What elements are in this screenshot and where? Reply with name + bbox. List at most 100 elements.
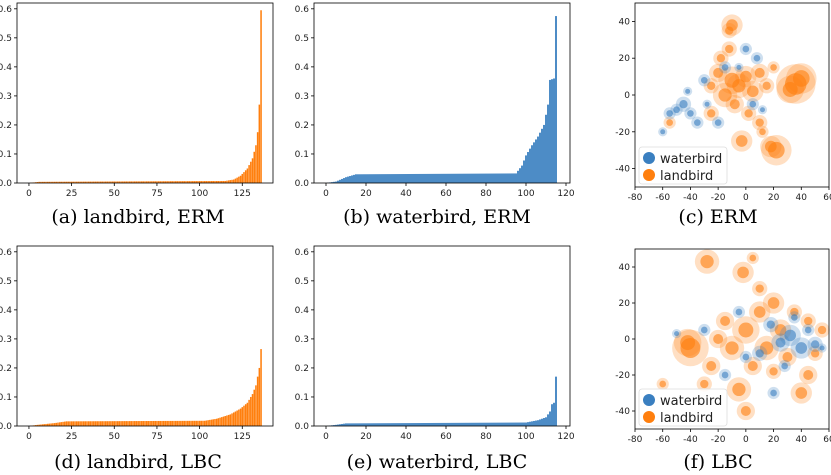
- y-tick-label: 0.4: [0, 63, 12, 73]
- bar: [375, 423, 377, 426]
- bar: [168, 420, 170, 426]
- bar: [222, 180, 225, 183]
- bar: [335, 181, 337, 183]
- axes-frame: [313, 245, 571, 427]
- bar: [463, 422, 465, 426]
- y-tick-label: 0.2: [0, 121, 12, 131]
- bar: [367, 174, 369, 183]
- x-tick-label: 60: [440, 189, 452, 199]
- x-tick-label: 80: [480, 189, 492, 199]
- bar: [227, 414, 230, 426]
- bar: [55, 181, 58, 183]
- bar: [137, 181, 139, 183]
- point: [736, 64, 742, 70]
- bar: [253, 151, 255, 183]
- point: [755, 118, 764, 127]
- bar: [58, 422, 61, 426]
- x-tick-label: -20: [711, 193, 726, 203]
- point: [804, 316, 813, 326]
- bar: [176, 181, 179, 183]
- bar: [487, 173, 489, 183]
- bar: [505, 173, 507, 183]
- bar: [154, 181, 157, 183]
- bar: [503, 173, 505, 183]
- bar: [243, 405, 245, 426]
- bar: [89, 421, 92, 426]
- x-tick-label: 75: [151, 189, 162, 199]
- legend-marker-waterbird: [643, 152, 655, 164]
- bar: [381, 174, 383, 183]
- bar: [429, 173, 431, 183]
- bar: [67, 181, 69, 183]
- bar: [207, 420, 209, 426]
- bar: [169, 420, 172, 426]
- bar: [198, 181, 201, 183]
- bar: [343, 423, 345, 426]
- bar: [180, 181, 182, 183]
- bar: [493, 173, 495, 183]
- bar: [108, 181, 110, 183]
- point: [707, 109, 716, 118]
- bar: [553, 78, 555, 183]
- point: [700, 379, 709, 389]
- bar: [60, 422, 63, 426]
- bar: [219, 180, 221, 183]
- bar: [145, 421, 148, 426]
- point: [810, 349, 820, 358]
- bar: [116, 181, 119, 183]
- caption-c: (c) ERM: [678, 206, 757, 228]
- bar: [132, 421, 134, 426]
- bar: [137, 421, 139, 426]
- bar: [122, 181, 124, 183]
- bar: [258, 104, 261, 183]
- bar: [40, 181, 42, 183]
- bar: [183, 181, 186, 183]
- bar: [521, 422, 523, 426]
- bar: [125, 421, 127, 426]
- bar: [84, 181, 87, 183]
- bar: [244, 404, 247, 426]
- bar: [527, 422, 529, 426]
- x-tick-label: 60: [823, 193, 831, 203]
- y-tick-label: 0.6: [0, 5, 12, 15]
- bar: [397, 174, 399, 183]
- x-tick-label: -80: [628, 193, 643, 203]
- legend-marker-landbird: [643, 169, 655, 181]
- bar: [393, 423, 395, 426]
- bar: [399, 174, 401, 183]
- bar: [437, 422, 439, 426]
- bar: [236, 410, 238, 426]
- bar: [103, 421, 105, 426]
- bar: [485, 173, 487, 183]
- bar: [439, 173, 441, 183]
- bar: [447, 173, 449, 183]
- bar: [373, 423, 375, 426]
- bar: [104, 181, 107, 183]
- bar: [93, 181, 95, 183]
- bar: [203, 181, 206, 183]
- bar: [335, 424, 337, 426]
- bar: [94, 421, 97, 426]
- bar: [553, 402, 555, 426]
- bar: [457, 173, 459, 183]
- bar: [337, 180, 339, 183]
- bar: [471, 422, 473, 426]
- y-tick-label: 0.1: [295, 150, 309, 160]
- bar: [173, 181, 175, 183]
- bar: [52, 181, 54, 183]
- point: [694, 119, 701, 126]
- bar: [181, 420, 184, 426]
- bar: [86, 181, 88, 183]
- bar: [79, 421, 81, 426]
- x-tick-label: -60: [655, 435, 670, 445]
- bar: [115, 181, 117, 183]
- point: [753, 306, 766, 318]
- bar: [477, 173, 479, 183]
- bar: [195, 181, 197, 183]
- bar: [250, 161, 252, 183]
- x-tick-label: 125: [234, 432, 251, 442]
- bar: [353, 174, 355, 183]
- bar: [62, 421, 64, 426]
- point: [713, 334, 724, 344]
